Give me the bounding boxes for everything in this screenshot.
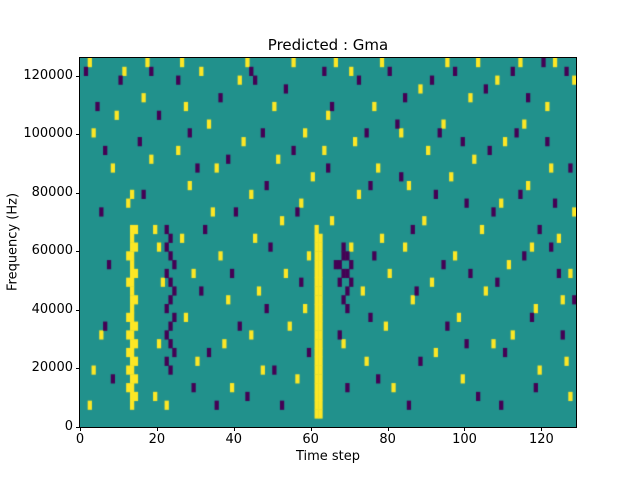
x-tick-mark [233,427,235,431]
y-tick-label: 120000 [23,67,73,83]
y-tick-mark [76,251,80,253]
x-tick-label: 120 [528,432,554,447]
x-tick-label: 80 [379,432,396,447]
x-tick-mark [387,427,389,431]
x-tick-mark [156,427,158,431]
y-tick-label: 40000 [31,301,73,317]
y-tick-label: 60000 [31,243,73,259]
y-tick-mark [76,192,80,194]
x-tick-label: 20 [148,432,166,447]
x-tick-mark [464,427,466,431]
y-tick-label: 100000 [23,126,73,142]
y-tick-label: 20000 [31,360,73,376]
x-tick-label: 60 [302,432,319,447]
y-tick-label: 0 [64,419,73,434]
y-tick-mark [76,427,80,428]
y-tick-mark [76,134,80,136]
y-tick-mark [76,368,80,370]
x-tick-label: 40 [225,432,243,447]
y-axis-label: Frequency (Hz) [5,192,21,292]
y-tick-mark [76,75,80,77]
x-tick-label: 0 [75,432,85,447]
x-tick-mark [541,427,543,431]
y-tick-mark [76,309,80,311]
x-tick-mark [310,427,312,431]
plot-border [79,57,577,428]
x-tick-mark [80,427,81,431]
x-axis-label: Time step [295,449,361,464]
heatmap-canvas [80,58,576,427]
x-tick-label: 100 [452,432,477,447]
y-tick-label: 80000 [31,184,73,200]
chart-title: Predicted : Gma [267,36,389,54]
